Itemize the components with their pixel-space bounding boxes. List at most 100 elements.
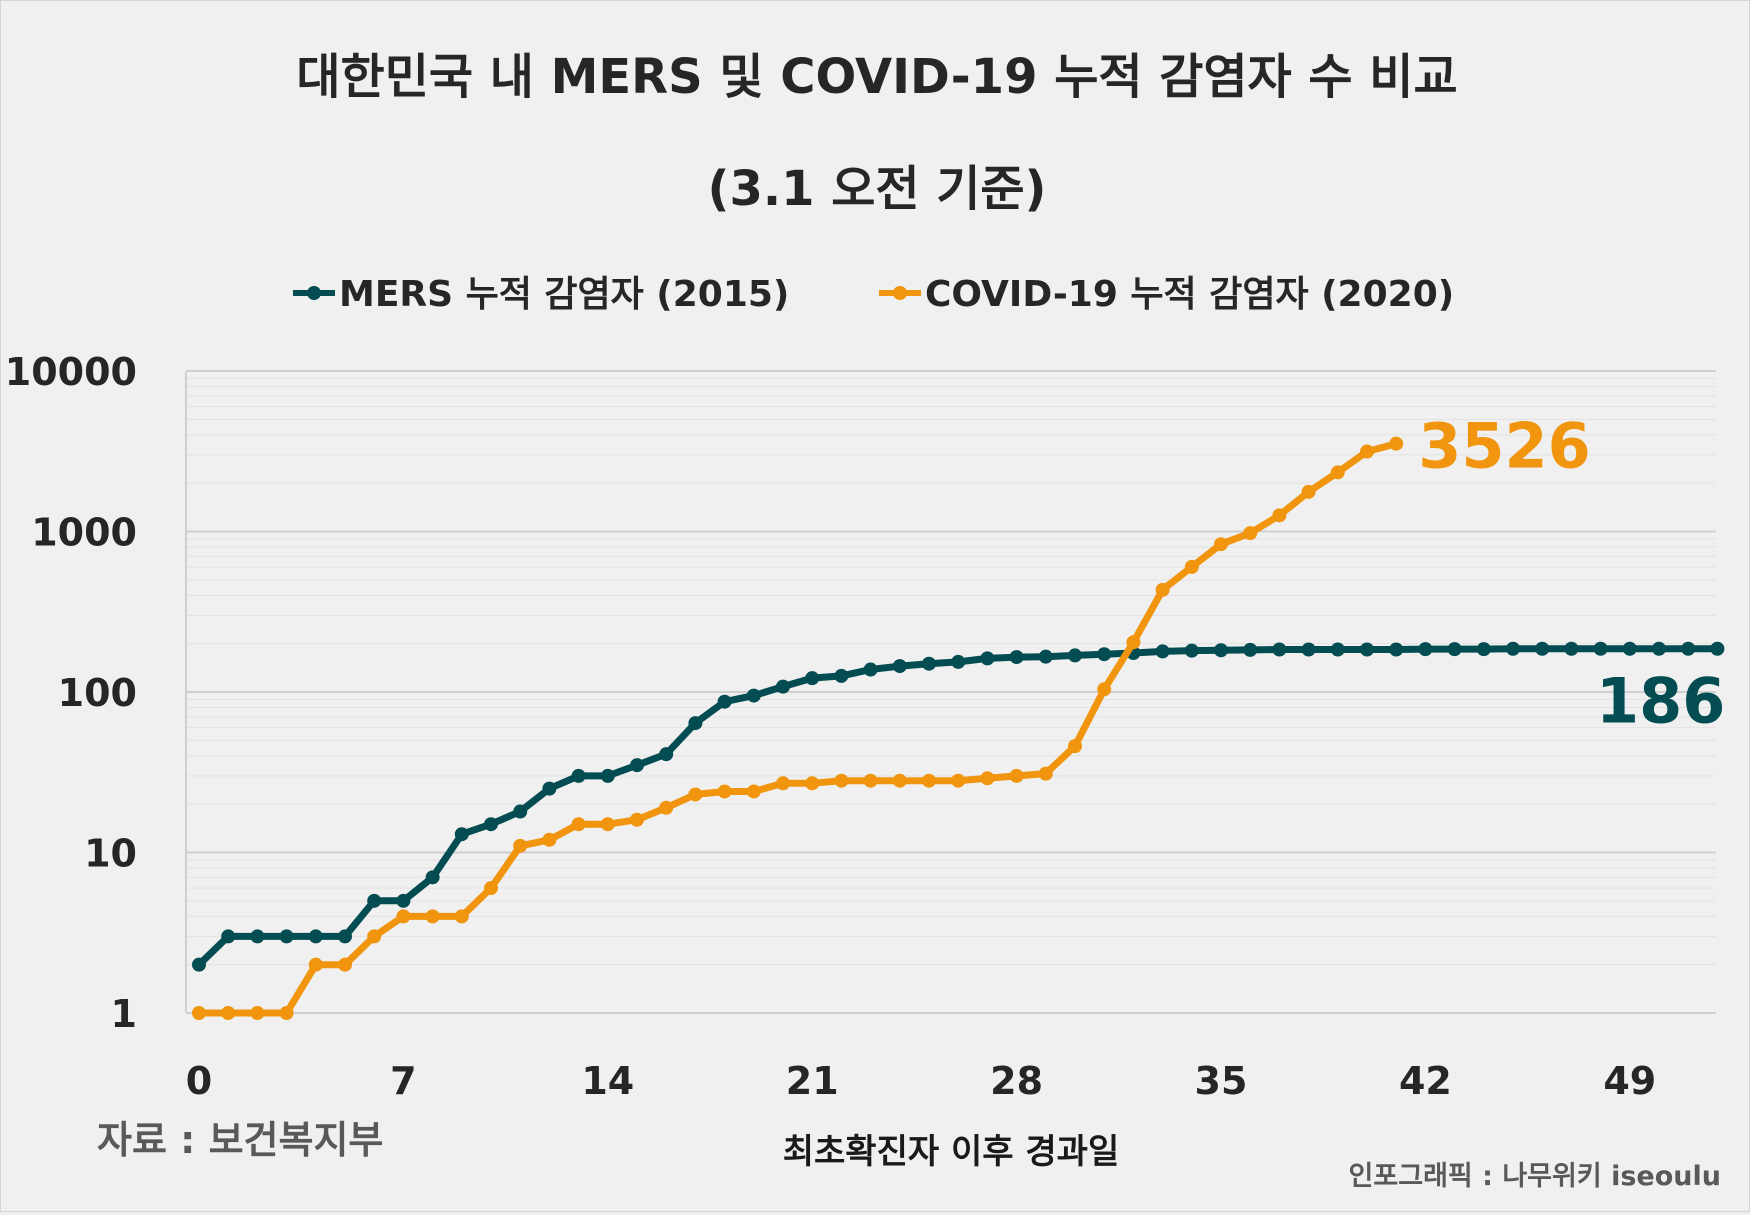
- data-point-mers: [1389, 642, 1404, 657]
- series-line-covid: [195, 440, 1400, 1017]
- data-point-mers: [1506, 641, 1520, 656]
- data-point-mers: [1214, 643, 1228, 658]
- data-point-mers: [1476, 642, 1491, 657]
- data-point-mers: [746, 688, 761, 703]
- data-point-mers: [513, 804, 528, 819]
- data-point-mers: [279, 929, 294, 944]
- data-point-covid: [396, 909, 411, 924]
- data-point-covid: [922, 773, 936, 788]
- data-point-mers: [1097, 647, 1112, 662]
- legend-label-covid: COVID-19 누적 감염자 (2020): [925, 274, 1454, 315]
- legend-marker-covid: [893, 286, 907, 300]
- data-point-covid: [834, 773, 849, 788]
- x-tick-label: 14: [581, 1059, 634, 1103]
- data-point-mers: [922, 656, 936, 671]
- data-point-covid: [805, 776, 820, 791]
- data-point-mers: [1009, 650, 1024, 665]
- data-point-mers: [221, 929, 236, 944]
- data-point-mers: [338, 929, 352, 944]
- chart-title: 대한민국 내 MERS 및 COVID-19 누적 감염자 수 비교: [296, 49, 1457, 105]
- data-point-mers: [571, 768, 586, 783]
- data-point-mers: [542, 781, 557, 796]
- data-point-mers: [630, 758, 644, 773]
- data-point-mers: [776, 679, 790, 694]
- data-point-covid: [425, 909, 440, 924]
- data-point-covid: [980, 771, 995, 786]
- x-tick-label: 35: [1195, 1059, 1248, 1103]
- legend-item-covid: COVID-19 누적 감염자 (2020): [879, 274, 1454, 315]
- y-tick-label: 10000: [5, 350, 137, 394]
- data-point-mers: [659, 747, 674, 762]
- data-point-covid: [1301, 484, 1316, 499]
- data-point-covid: [1038, 766, 1053, 781]
- data-point-covid: [1097, 682, 1112, 697]
- data-point-covid: [1184, 559, 1199, 574]
- data-point-mers: [1272, 642, 1287, 657]
- data-point-mers: [1418, 642, 1433, 657]
- data-point-mers: [1038, 649, 1053, 664]
- data-point-mers: [367, 893, 382, 908]
- data-point-covid: [513, 838, 528, 853]
- data-point-covid: [192, 1006, 206, 1020]
- data-point-mers: [1301, 642, 1316, 657]
- y-tick-label: 1: [111, 992, 137, 1036]
- data-point-covid: [571, 817, 586, 832]
- series-mers: 186: [192, 641, 1725, 972]
- data-point-mers: [1652, 641, 1666, 656]
- data-point-mers: [1155, 644, 1170, 659]
- data-point-mers: [1622, 641, 1637, 656]
- data-point-mers: [250, 929, 265, 944]
- data-point-mers: [454, 827, 469, 842]
- data-point-covid: [1214, 537, 1228, 552]
- data-point-covid: [221, 1006, 236, 1020]
- data-point-covid: [1243, 526, 1258, 541]
- legend-marker-mers: [307, 286, 321, 300]
- x-axis-label: 최초확진자 이후 경과일: [783, 1132, 1119, 1172]
- data-point-covid: [746, 784, 761, 799]
- data-point-mers: [1710, 641, 1725, 656]
- data-point-mers: [1447, 642, 1462, 657]
- data-point-mers: [1330, 642, 1345, 657]
- data-point-covid: [1389, 436, 1404, 451]
- data-point-mers: [1564, 641, 1579, 656]
- data-point-covid: [1068, 739, 1082, 754]
- y-axis-tick-labels: 1 10 100 1000 10000: [5, 350, 137, 1036]
- data-point-covid: [688, 787, 703, 802]
- data-point-mers: [1243, 642, 1258, 657]
- data-point-mers: [425, 870, 440, 885]
- data-point-covid: [338, 957, 352, 972]
- data-point-covid: [454, 909, 469, 924]
- credit-note: 인포그래픽 : 나무위키 iseoulu: [1349, 1161, 1721, 1192]
- data-point-covid: [367, 929, 382, 944]
- data-point-covid: [892, 773, 907, 788]
- data-point-mers: [863, 662, 878, 677]
- gridlines: [185, 370, 1716, 1014]
- data-point-mers: [1535, 641, 1550, 656]
- data-point-mers: [1068, 648, 1082, 663]
- data-point-mers: [308, 929, 323, 944]
- data-point-covid: [1360, 444, 1374, 459]
- data-point-mers: [192, 957, 206, 972]
- x-tick-label: 49: [1603, 1059, 1656, 1103]
- series-covid: 3526: [192, 410, 1591, 1020]
- end-label-mers: 186: [1596, 665, 1725, 738]
- data-point-mers: [834, 668, 849, 683]
- data-point-mers: [396, 893, 411, 908]
- data-point-covid: [484, 881, 498, 896]
- data-point-mers: [1681, 641, 1696, 656]
- y-tick-label: 1000: [31, 511, 137, 555]
- data-point-mers: [980, 651, 995, 666]
- x-tick-label: 0: [186, 1059, 212, 1103]
- data-point-covid: [542, 832, 557, 847]
- data-point-mers: [484, 817, 498, 832]
- data-point-covid: [717, 784, 732, 799]
- legend-item-mers: MERS 누적 감염자 (2015): [293, 274, 789, 315]
- data-point-covid: [1272, 508, 1287, 523]
- chart-subtitle: (3.1 오전 기준): [708, 161, 1047, 217]
- data-point-mers: [1593, 641, 1608, 656]
- data-point-covid: [863, 773, 878, 788]
- end-label-covid: 3526: [1418, 410, 1591, 483]
- data-point-mers: [600, 768, 615, 783]
- x-tick-label: 7: [390, 1059, 416, 1103]
